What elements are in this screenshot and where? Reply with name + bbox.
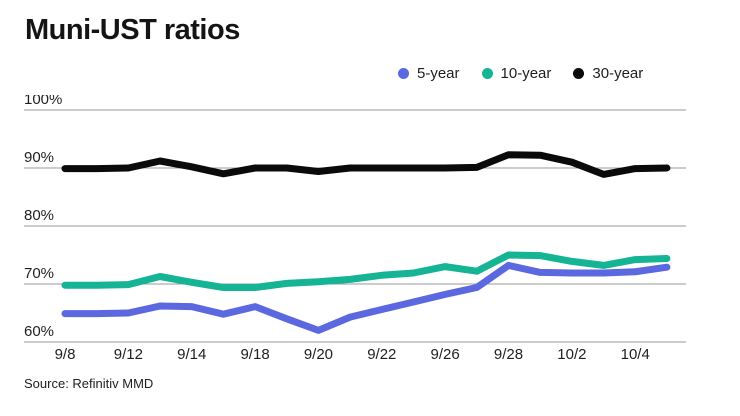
x-axis-label: 9/8: [55, 346, 76, 363]
x-axis-label: 9/18: [240, 346, 269, 363]
x-axis-label: 9/26: [431, 346, 460, 363]
x-axis-label: 9/20: [304, 346, 333, 363]
legend-label-10-year: 10-year: [500, 64, 552, 82]
series-line-5-year: [61, 261, 671, 334]
legend-dot-30-year-icon: [573, 67, 585, 79]
line-chart: 100% 90% 80% 70% 60%9/8 9/12 9/14 9/18 9/20 9/22 9…: [24, 95, 686, 363]
legend-label-30-year: 30-year: [592, 64, 644, 82]
y-axis-label: 70%: [24, 265, 54, 282]
x-axis-label: 9/28: [494, 346, 523, 363]
y-axis-label: 90%: [24, 149, 54, 166]
series-line-30-year: [61, 151, 671, 178]
legend-item-30-year: 30-year: [573, 65, 643, 82]
legend-label-5-year: 5-year: [417, 64, 460, 82]
x-axis-label: 10/4: [621, 346, 650, 363]
legend-dot-10-year-icon: [481, 67, 493, 79]
series-line-10-year: [61, 251, 671, 291]
legend-item-10-year: 10-year: [481, 64, 552, 82]
x-axis-label: 9/22: [367, 346, 396, 363]
x-axis-label: 9/14: [177, 346, 206, 363]
y-axis-label: 80%: [24, 207, 54, 224]
legend-item-5-year: 5-year: [398, 65, 460, 82]
x-axis-label: 10/2: [557, 346, 586, 363]
legend-dot-5-year-icon: [398, 67, 409, 79]
y-axis-label: 60%: [24, 323, 54, 340]
y-axis-label: 100%: [24, 95, 62, 108]
legend: 5-year 10-year 30-year: [398, 62, 643, 84]
chart-title: Muni-UST ratios: [25, 14, 240, 46]
x-axis-label: 9/12: [114, 346, 143, 363]
source-note: Source: Refinitiv MMD: [24, 376, 154, 391]
